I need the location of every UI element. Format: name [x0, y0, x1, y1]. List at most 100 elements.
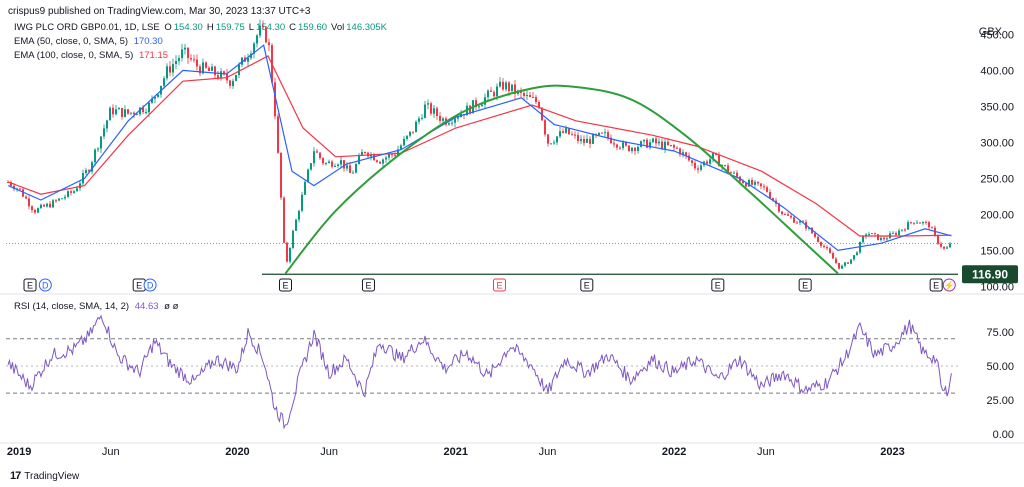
candle-body	[85, 170, 87, 174]
ema50-line	[7, 44, 952, 252]
candle-body	[343, 160, 345, 169]
candle-body	[391, 154, 393, 156]
candle-body	[481, 104, 483, 107]
ohlc-key: L	[248, 22, 255, 33]
candle-body	[853, 255, 855, 260]
candle-body	[154, 96, 156, 99]
candle-body	[769, 191, 771, 199]
candle-body	[190, 58, 192, 60]
candle-body	[496, 86, 498, 97]
candle-body	[688, 155, 690, 161]
ohlc-key: O	[164, 22, 172, 33]
candle-body	[241, 57, 243, 65]
ohlc-key: Vol	[331, 22, 345, 33]
time-axis-tick: Jun	[757, 446, 775, 458]
candle-body	[139, 107, 141, 115]
candle-body	[574, 134, 576, 136]
candle-body	[760, 183, 762, 187]
candle-body	[568, 128, 570, 135]
candle-body	[46, 203, 48, 207]
candle-body	[277, 116, 279, 153]
candle-body	[733, 172, 735, 174]
candle-body	[487, 90, 489, 98]
candle-body	[364, 151, 366, 153]
candle-body	[454, 118, 456, 123]
candle-body	[826, 247, 828, 249]
ohlc-key: H	[206, 22, 214, 33]
candle-body	[205, 62, 207, 68]
candle-body	[361, 151, 363, 156]
candle-body	[433, 108, 435, 114]
candle-body	[535, 97, 537, 103]
candle-body	[604, 132, 606, 134]
candle-body	[868, 234, 870, 236]
candle-body	[577, 134, 579, 142]
candle-body	[946, 247, 948, 249]
candle-body	[346, 165, 348, 169]
event-marker	[143, 278, 157, 292]
candle-body	[211, 66, 213, 71]
candle-body	[514, 84, 516, 94]
candle-body	[937, 235, 939, 244]
candle-body	[130, 112, 132, 114]
candle-body	[685, 152, 687, 156]
candle-body	[931, 227, 933, 229]
candle-body	[499, 81, 501, 87]
candle-body	[886, 238, 888, 240]
candle-body	[625, 142, 627, 146]
candle-body	[607, 132, 609, 138]
candle-body	[676, 147, 678, 149]
candle-body	[136, 114, 138, 116]
tradingview-logo-icon: 17	[10, 470, 21, 482]
event-marker-label: E	[715, 281, 721, 291]
brand-label: TradingView	[24, 470, 80, 482]
candle-body	[532, 97, 534, 99]
candle-body	[484, 97, 486, 105]
candle-body	[856, 252, 858, 256]
ema100-legend: EMA (100, close, 0, SMA, 5) 171.15	[14, 50, 168, 61]
candle-body	[169, 66, 171, 73]
candle-body	[478, 106, 480, 108]
candle-body	[586, 138, 588, 143]
candle-body	[610, 137, 612, 144]
candle-body	[208, 67, 210, 71]
rsi-axis-tick: 25.00	[986, 395, 1014, 407]
candle-body	[193, 59, 195, 61]
candle-body	[7, 182, 9, 183]
candle-body	[178, 58, 180, 62]
candle-body	[352, 172, 354, 174]
candle-body	[214, 66, 216, 76]
ohlc-value: 154.30	[173, 22, 203, 33]
event-marker	[23, 278, 37, 292]
candle-body	[787, 214, 789, 216]
candle-body	[655, 138, 657, 144]
ema50-legend: EMA (50, close, 0, SMA, 5) 170.30	[14, 36, 163, 47]
candle-body	[601, 132, 603, 134]
price-axis-tick: 450.00	[980, 29, 1014, 41]
candle-body	[730, 172, 732, 174]
candle-body	[13, 185, 15, 190]
ohlc-values: O 154.30 H 159.75 L 154.30 C 159.60 Vol 146.305K	[164, 22, 391, 33]
rsi-extra: ø ø	[164, 301, 179, 312]
symbol-label: IWG PLC ORD GBP0.01, 1D, LSE	[14, 22, 160, 33]
candle-body	[166, 66, 168, 79]
candle-body	[883, 237, 885, 240]
time-axis-tick: Jun	[320, 446, 338, 458]
candle-body	[256, 35, 258, 44]
candle-body	[43, 204, 45, 207]
price-axis-tick: 350.00	[980, 101, 1014, 113]
candle-body	[748, 180, 750, 187]
time-axis-tick: 2019	[7, 446, 31, 458]
candle-body	[40, 204, 42, 209]
candle-body	[322, 158, 324, 164]
ohlc-value: 146.305K	[346, 22, 387, 33]
candle-body	[544, 120, 546, 135]
candle-body	[709, 159, 711, 164]
candle-body	[796, 222, 798, 224]
candle-body	[667, 141, 669, 146]
time-axis-tick: 2022	[662, 446, 686, 458]
candle-body	[850, 259, 852, 264]
candle-body	[571, 134, 573, 136]
rsi-legend: RSI (14, close, SMA, 14, 2) 44.63 ø ø	[14, 301, 178, 312]
